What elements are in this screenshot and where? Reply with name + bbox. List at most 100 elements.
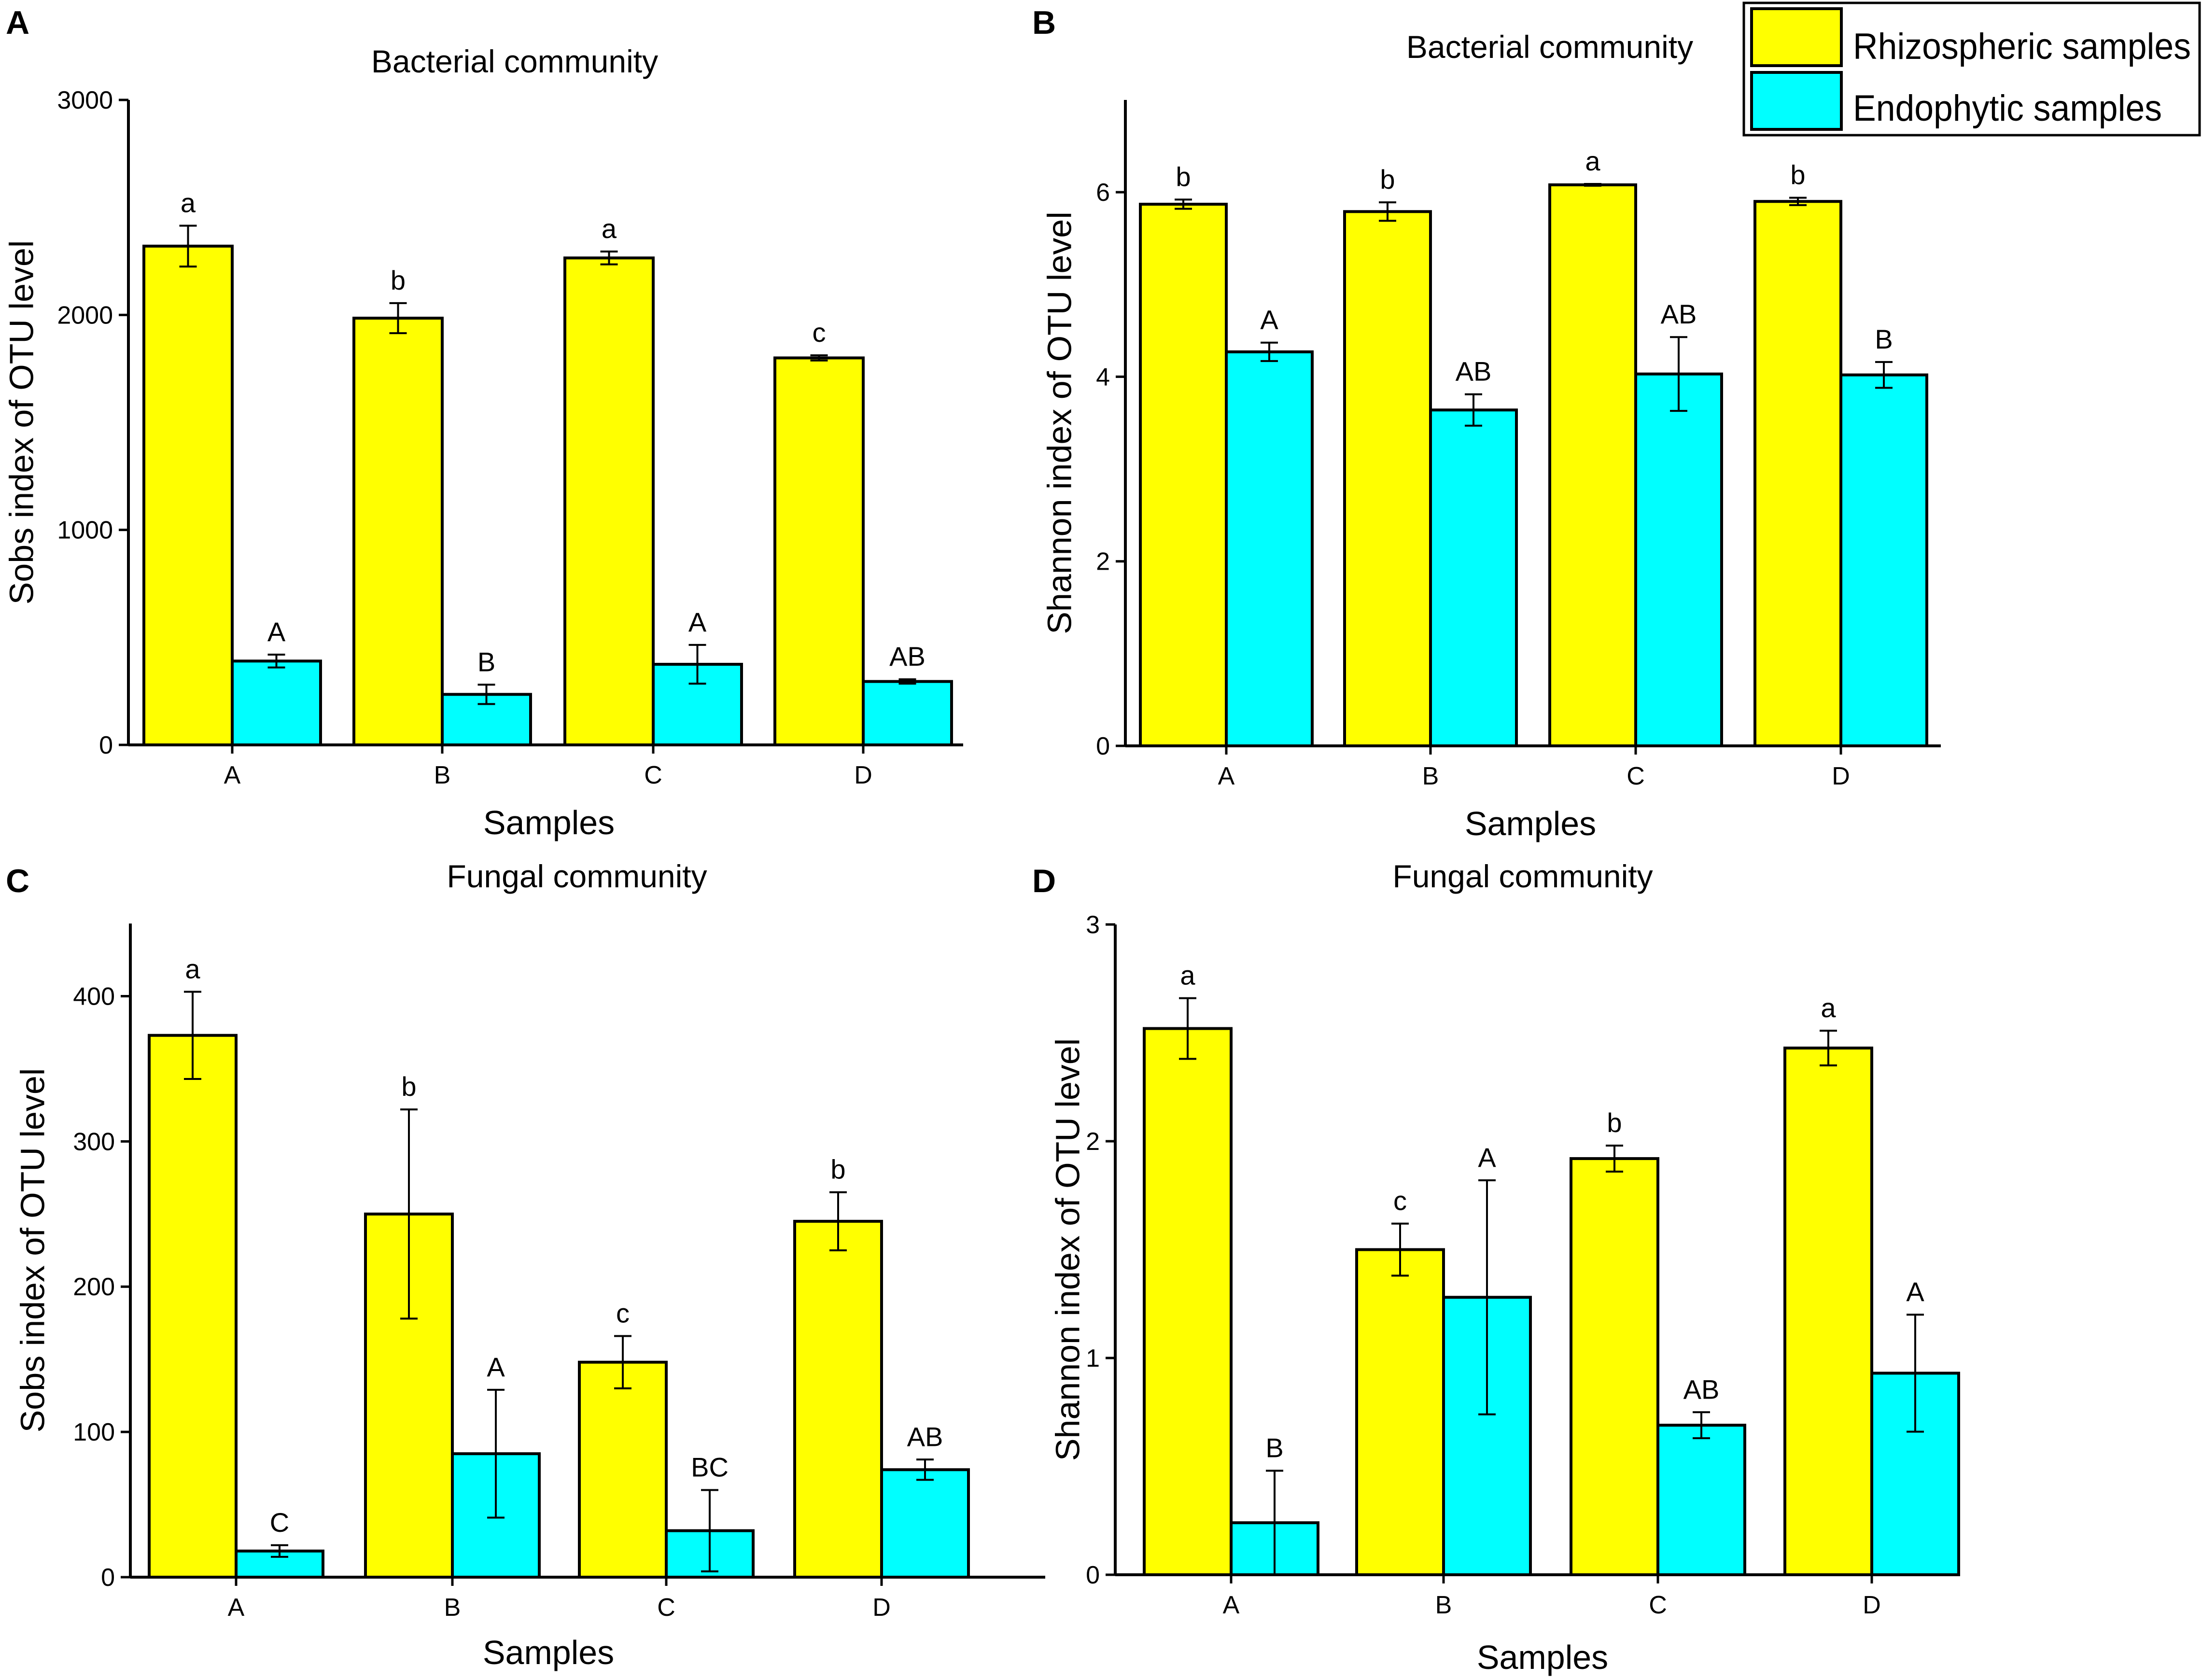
x-tick-label: C	[1627, 762, 1645, 790]
x-tick-label: A	[224, 761, 241, 789]
bar-endophytic-c	[1634, 372, 1723, 747]
significance-label: b	[1176, 161, 1191, 192]
significance-label: C	[270, 1507, 289, 1538]
bar-rhizospheric-c	[563, 256, 655, 746]
chart-title: Bacterial community	[1406, 29, 1693, 65]
y-tick-label: 3000	[57, 86, 113, 114]
significance-label: b	[830, 1154, 845, 1185]
bar-rhizospheric-d	[793, 1219, 883, 1579]
significance-label: B	[477, 646, 495, 677]
significance-label: AB	[1661, 299, 1697, 329]
x-tick-label: D	[854, 761, 872, 789]
chart-title: Bacterial community	[371, 43, 658, 79]
chart-panel-a: A Bacterial community 0 1000 2000 3000 Sobs in…	[2, 4, 963, 841]
significance-label: c	[1393, 1186, 1407, 1216]
y-tick-label: 0	[99, 731, 113, 759]
y-tick-label: 3	[1086, 911, 1100, 939]
y-tick-label: 1000	[57, 517, 113, 545]
significance-label: a	[1585, 146, 1600, 176]
x-axis-label: Samples	[483, 804, 615, 841]
x-tick-label: B	[444, 1594, 461, 1622]
x-tick-label: A	[228, 1594, 245, 1622]
x-tick-label: D	[1863, 1591, 1881, 1619]
significance-label: a	[181, 188, 196, 218]
significance-label: b	[1790, 160, 1805, 190]
x-tick-label: C	[644, 761, 662, 789]
x-tick-label: C	[1649, 1591, 1667, 1619]
bar-endophytic-b	[1429, 408, 1518, 747]
significance-label: a	[1180, 960, 1195, 991]
significance-label: b	[1380, 164, 1395, 195]
bar-endophytic-a	[231, 659, 322, 746]
significance-label: A	[1906, 1276, 1924, 1307]
chart-panel-c: C Fungal community 0 100 200 300 400 Sobs index…	[6, 858, 1045, 1671]
x-tick-label: B	[1435, 1591, 1452, 1619]
y-tick-label: 1	[1086, 1344, 1100, 1372]
bar-rhizospheric-b	[1343, 210, 1432, 748]
bar-endophytic-d	[862, 680, 953, 747]
legend-swatch-rhizospheric	[1750, 7, 1843, 67]
significance-label: AB	[1456, 356, 1492, 387]
y-tick-label: 200	[73, 1273, 115, 1301]
y-tick-label: 300	[73, 1128, 115, 1156]
bar-rhizospheric-a	[148, 1034, 238, 1579]
y-axis-label: Shannon index of OTU level	[1040, 211, 1078, 634]
legend: Rhizospheric samples Endophytic samples	[1742, 1, 2201, 137]
legend-swatch-endophytic	[1750, 71, 1843, 131]
x-axis-label: Samples	[1465, 805, 1596, 842]
significance-label: A	[267, 616, 286, 647]
panel-letter: A	[6, 4, 29, 41]
legend-label-rhizospheric: Rhizospheric samples	[1853, 26, 2191, 67]
bar-rhizospheric-b	[352, 317, 444, 746]
bar-endophytic-c	[1656, 1424, 1746, 1576]
bar-rhizospheric-a	[1139, 202, 1228, 747]
bar-endophytic-d	[880, 1468, 970, 1579]
bar-rhizospheric-c	[1548, 183, 1637, 747]
significance-label: a	[1821, 993, 1836, 1023]
significance-label: A	[688, 607, 707, 637]
x-tick-label: C	[657, 1594, 675, 1622]
significance-label: AB	[889, 641, 926, 672]
panel-letter: C	[6, 863, 29, 899]
bar-rhizospheric-d	[1753, 200, 1842, 747]
x-axis-label: Samples	[1477, 1638, 1608, 1676]
significance-label: c	[616, 1298, 630, 1329]
panel-letter: B	[1032, 4, 1056, 41]
significance-label: A	[487, 1352, 505, 1382]
bar-rhizospheric-c	[1570, 1157, 1659, 1576]
bar-rhizospheric-d	[1783, 1046, 1873, 1576]
y-axis-label: Sobs index of OTU level	[14, 1068, 51, 1433]
x-tick-label: B	[1422, 762, 1439, 790]
bar-rhizospheric-a	[142, 244, 234, 746]
panel-letter: D	[1032, 863, 1056, 899]
bar-endophytic-d	[1839, 373, 1928, 747]
y-tick-label: 400	[73, 982, 115, 1010]
chart-panel-d: D Fungal community 0 1 2 3 Shannon index of OT…	[1032, 858, 1960, 1676]
y-tick-label: 100	[73, 1418, 115, 1446]
bar-rhizospheric-b	[1355, 1248, 1445, 1576]
y-tick-label: 0	[101, 1564, 115, 1592]
significance-label: B	[1265, 1432, 1283, 1463]
significance-label: AB	[1683, 1374, 1720, 1404]
y-tick-label: 6	[1096, 179, 1110, 207]
significance-label: b	[1607, 1107, 1622, 1138]
y-tick-label: 4	[1096, 363, 1110, 391]
significance-label: AB	[907, 1421, 943, 1452]
bar-rhizospheric-a	[1143, 1027, 1233, 1576]
significance-label: BC	[691, 1452, 729, 1482]
x-tick-label: A	[1223, 1591, 1240, 1619]
y-axis-label: Shannon index of OTU level	[1049, 1038, 1086, 1461]
significance-label: c	[813, 317, 826, 348]
chart-title: Fungal community	[447, 858, 707, 894]
y-tick-label: 2	[1096, 548, 1110, 576]
y-axis-label: Sobs index of OTU level	[2, 240, 40, 605]
x-axis-label: Samples	[483, 1634, 614, 1671]
bar-rhizospheric-d	[773, 356, 865, 746]
chart-title: Fungal community	[1392, 858, 1653, 894]
y-tick-label: 2	[1086, 1128, 1100, 1156]
x-tick-label: D	[1832, 762, 1850, 790]
y-tick-label: 0	[1086, 1561, 1100, 1589]
y-tick-label: 0	[1096, 732, 1110, 760]
x-tick-label: A	[1218, 762, 1235, 790]
